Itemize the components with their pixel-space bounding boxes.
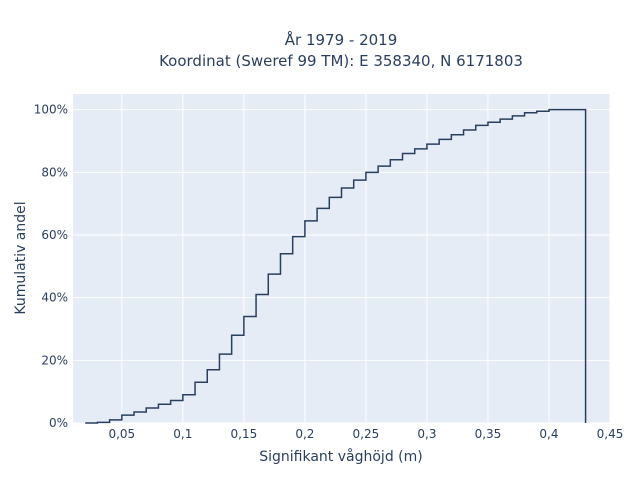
- x-tick-label: 0,25: [353, 427, 380, 441]
- y-tick-label: 100%: [34, 103, 68, 117]
- x-tick-label: 0,45: [597, 427, 624, 441]
- chart-title-line2: Koordinat (Sweref 99 TM): E 358340, N 61…: [159, 52, 523, 70]
- y-tick-label: 60%: [41, 228, 68, 242]
- x-tick-label: 0,05: [108, 427, 135, 441]
- cdf-step-line: [85, 108, 587, 424]
- x-tick-label: 0,3: [417, 427, 436, 441]
- y-tick-label: 20%: [41, 353, 68, 367]
- x-tick-label: 0,2: [295, 427, 314, 441]
- x-tick-label: 0,4: [539, 427, 558, 441]
- y-tick-label: 80%: [41, 165, 68, 179]
- y-axis-ticks: 0% 20% 40% 60% 80% 100%: [34, 103, 68, 430]
- x-tick-label: 0,15: [231, 427, 258, 441]
- y-tick-label: 0%: [49, 416, 68, 430]
- y-tick-label: 40%: [41, 291, 68, 305]
- x-tick-label: 0,1: [173, 427, 192, 441]
- plot-area: [73, 94, 610, 423]
- x-tick-label: 0,35: [475, 427, 502, 441]
- chart-title-line1: År 1979 - 2019: [285, 30, 398, 49]
- series-layer: [85, 108, 587, 424]
- y-axis-title: Kumulativ andel: [13, 201, 29, 314]
- x-axis-title: Signifikant våghöjd (m): [259, 448, 422, 465]
- x-axis-ticks: 0,05 0,1 0,15 0,2 0,25 0,3 0,35 0,4 0,45: [108, 427, 623, 441]
